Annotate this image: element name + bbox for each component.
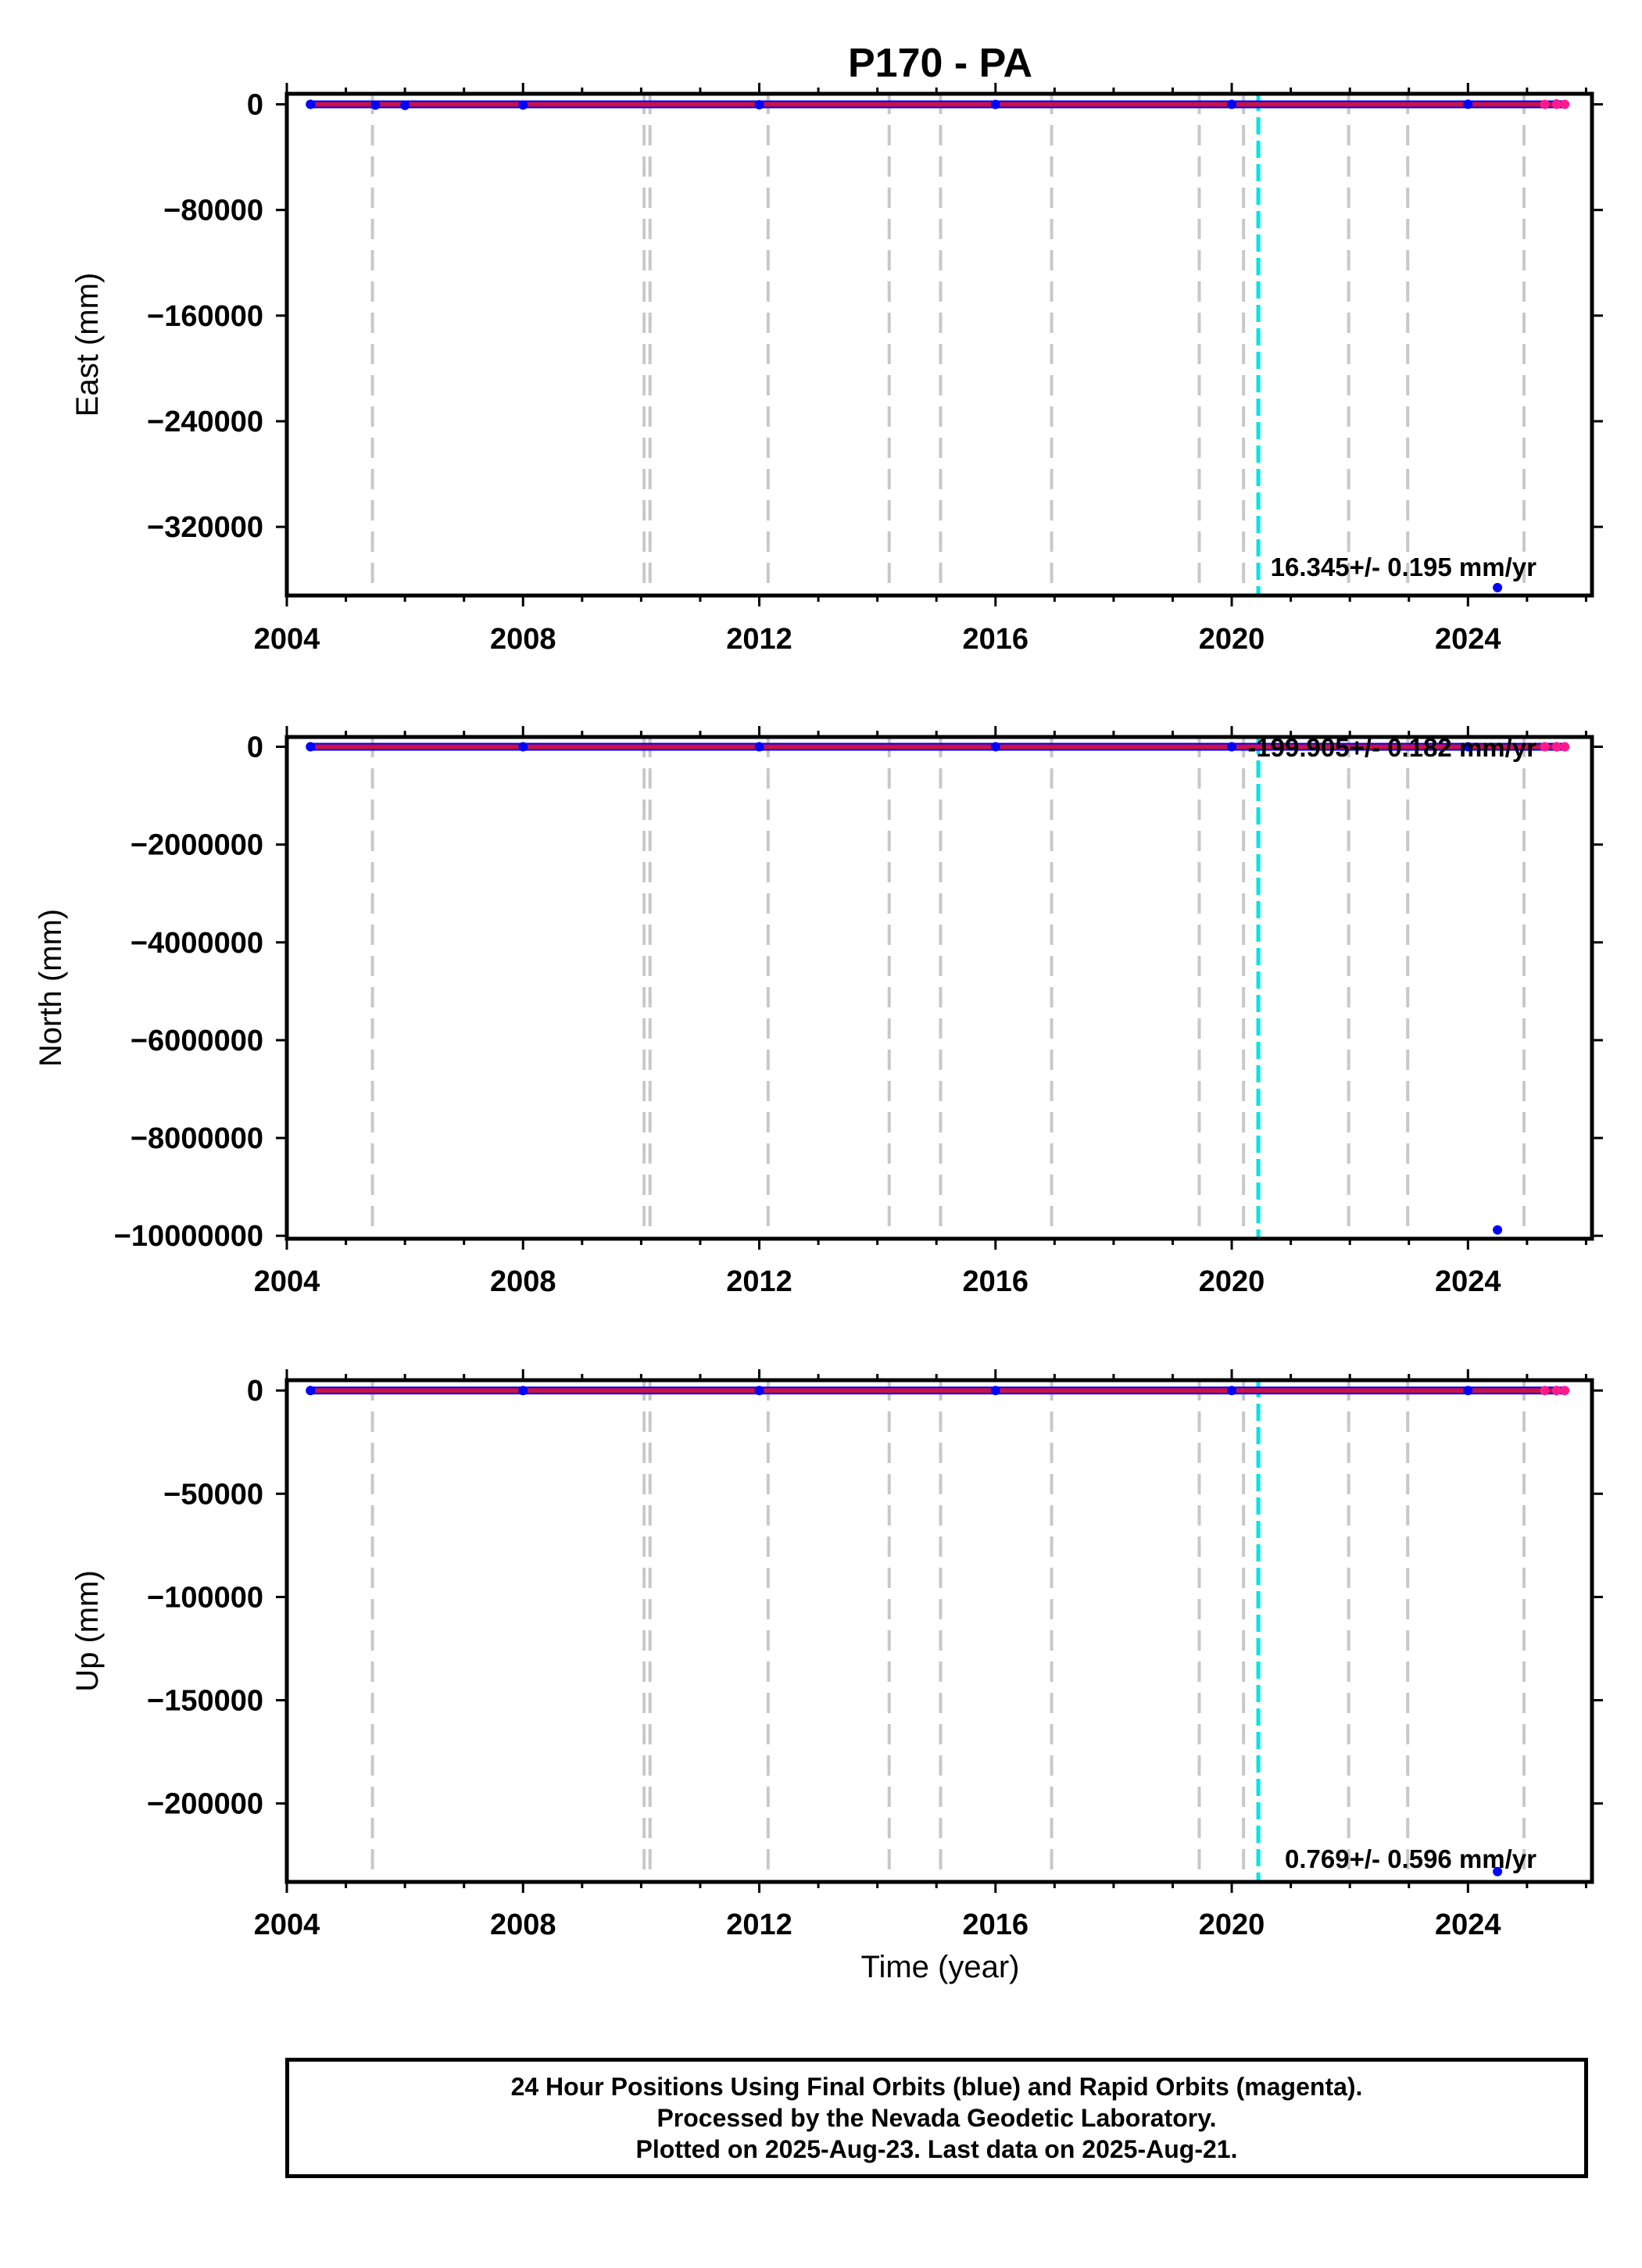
final-orbit-point [1493, 1866, 1503, 1876]
final-orbit-point [990, 99, 1000, 109]
x-tick-label: 2024 [1435, 1908, 1501, 1941]
y-axis-label-north: North (mm) [34, 909, 68, 1067]
final-orbit-point [990, 1386, 1000, 1396]
y-tick-label: −240000 [147, 406, 263, 438]
final-orbit-point [990, 742, 1000, 752]
x-tick-label: 2012 [726, 1265, 792, 1298]
panel-east: 2004 2008 2012 2016 2020 2024 0 −80000 −160000 −2… [70, 83, 1603, 656]
final-orbit-point [1463, 99, 1473, 109]
caption-box: 24 Hour Positions Using Final Orbits (bl… [285, 2058, 1588, 2178]
final-orbit-point [1227, 99, 1237, 109]
x-tick-label: 2020 [1199, 623, 1265, 656]
x-tick-label: 2004 [254, 623, 320, 656]
final-orbit-point [754, 1386, 764, 1396]
rapid-orbit-point [1560, 99, 1570, 109]
final-orbit-point [754, 100, 764, 110]
final-orbit-point [518, 742, 528, 752]
final-orbit-point [306, 742, 316, 752]
plot-frame-up [284, 1378, 1594, 1884]
caption-line-1: 24 Hour Positions Using Final Orbits (bl… [510, 2073, 1363, 2101]
x-tick-label: 2008 [490, 623, 556, 656]
rapid-orbit-point [1540, 1386, 1550, 1396]
y-tick-label: 0 [247, 732, 263, 764]
final-orbit-point [1463, 1386, 1473, 1396]
x-tick-label: 2012 [726, 1908, 792, 1941]
y-axis-label-east: East (mm) [70, 273, 105, 417]
panel-up: 2004 2008 2012 2016 2020 2024 0 −50000 −100000 −1… [70, 1369, 1603, 1941]
positions-line [315, 102, 1565, 107]
panels: 2004 2008 2012 2016 2020 2024 0 −80000 −160000 −2… [34, 83, 1603, 1941]
x-tick-label: 2004 [254, 1265, 320, 1298]
chart-title: P170 - PA [848, 41, 1032, 86]
plot-frame-north [284, 735, 1594, 1241]
rapid-orbit-point [1551, 742, 1562, 752]
final-orbit-point [518, 100, 528, 110]
rapid-orbit-point [1540, 742, 1550, 752]
x-tick-label: 2024 [1435, 623, 1501, 656]
y-tick-label: 0 [247, 89, 263, 122]
positions-line [315, 744, 1565, 749]
x-tick-label: 2004 [254, 1908, 320, 1941]
x-tick-label: 2012 [726, 623, 792, 656]
x-tick-label: 2016 [963, 623, 1029, 656]
final-orbit-point [370, 100, 381, 110]
y-tick-label: −10000000 [114, 1220, 263, 1253]
x-axis-label: Time (year) [861, 1950, 1020, 1984]
y-tick-label: −100000 [147, 1581, 263, 1614]
rapid-orbit-point [1540, 99, 1550, 109]
final-orbit-point [306, 99, 316, 109]
caption-line-2: Processed by the Nevada Geodetic Laborat… [656, 2104, 1217, 2132]
y-tick-label: −6000000 [131, 1025, 263, 1057]
caption-line-3: Plotted on 2025-Aug-23. Last data on 202… [635, 2135, 1238, 2163]
rapid-orbit-point [1560, 742, 1570, 752]
rate-label-east: 16.345+/- 0.195 mm/yr [1271, 553, 1536, 581]
rapid-orbit-point [1551, 99, 1562, 109]
y-tick-label: −4000000 [131, 927, 263, 960]
rapid-orbit-point [1560, 1386, 1570, 1396]
rapid-orbit-point [1551, 1386, 1562, 1396]
final-orbit-point [400, 100, 410, 110]
x-tick-label: 2008 [490, 1265, 556, 1298]
final-orbit-point [1493, 582, 1503, 592]
final-orbit-point [306, 1386, 316, 1396]
final-orbit-point [1227, 742, 1237, 752]
final-orbit-point [1227, 1386, 1237, 1396]
y-tick-label: −160000 [147, 300, 263, 333]
y-tick-label: −80000 [163, 195, 263, 227]
panel-north: 2004 2008 2012 2016 2020 2024 0 −2000000 −400000… [34, 726, 1603, 1298]
y-tick-label: −150000 [147, 1685, 263, 1718]
final-orbit-point [1493, 1225, 1503, 1235]
y-axis-label-up: Up (mm) [70, 1570, 105, 1692]
x-tick-label: 2016 [963, 1908, 1029, 1941]
y-tick-label: −200000 [147, 1788, 263, 1821]
y-tick-label: 0 [247, 1375, 263, 1408]
y-tick-label: −50000 [163, 1478, 263, 1511]
final-orbit-point [754, 742, 764, 752]
plot-frame-east [284, 91, 1594, 598]
final-orbit-point [1463, 742, 1473, 752]
x-tick-label: 2016 [963, 1265, 1029, 1298]
x-tick-label: 2020 [1199, 1265, 1265, 1298]
x-tick-label: 2024 [1435, 1265, 1501, 1298]
positions-line [315, 1388, 1565, 1393]
y-tick-label: −320000 [147, 511, 263, 544]
y-tick-label: −8000000 [131, 1122, 263, 1155]
y-tick-label: −2000000 [131, 829, 263, 862]
final-orbit-point [518, 1386, 528, 1396]
x-tick-label: 2020 [1199, 1908, 1265, 1941]
rate-label-up: 0.769+/- 0.596 mm/yr [1285, 1844, 1536, 1873]
x-tick-label: 2008 [490, 1908, 556, 1941]
